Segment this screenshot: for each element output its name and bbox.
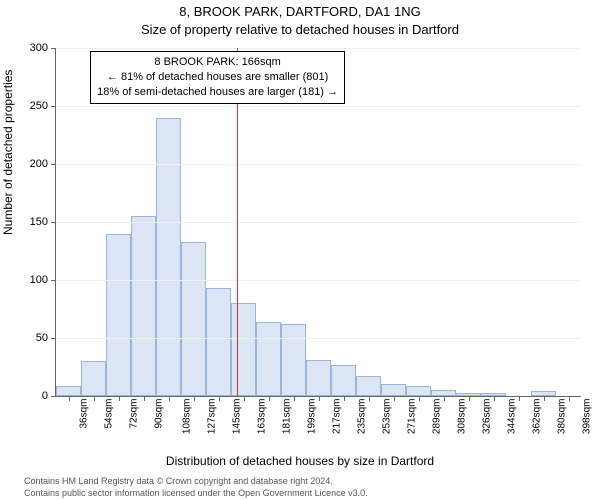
- y-tick-label: 200: [30, 158, 48, 170]
- x-tick: [344, 396, 345, 401]
- x-tick: [219, 396, 220, 401]
- y-tick-label: 150: [30, 216, 48, 228]
- x-tick-label: 253sqm: [381, 399, 392, 435]
- x-tick-label: 199sqm: [306, 399, 317, 435]
- y-tick-label: 250: [30, 100, 48, 112]
- y-tick-label: 50: [36, 332, 48, 344]
- x-tick-label: 54sqm: [103, 399, 114, 429]
- x-tick-label: 380sqm: [556, 399, 567, 435]
- y-tick: [51, 338, 56, 339]
- y-axis-label: Number of detached properties: [1, 70, 15, 235]
- x-tick: [269, 396, 270, 401]
- x-tick-label: 181sqm: [281, 399, 292, 435]
- histogram-bar: [156, 118, 181, 396]
- annotation-box: 8 BROOK PARK: 166sqm← 81% of detached ho…: [90, 51, 345, 104]
- gridline: [56, 280, 581, 281]
- y-tick: [51, 222, 56, 223]
- x-axis-label: Distribution of detached houses by size …: [0, 454, 600, 468]
- y-tick: [51, 280, 56, 281]
- x-tick-label: 235sqm: [356, 399, 367, 435]
- y-tick: [51, 164, 56, 165]
- gridline: [56, 222, 581, 223]
- histogram-bar: [281, 324, 306, 396]
- x-tick: [169, 396, 170, 401]
- y-tick: [51, 106, 56, 107]
- histogram-bar: [181, 242, 206, 396]
- x-tick-label: 398sqm: [581, 399, 592, 435]
- histogram-bar: [406, 386, 431, 396]
- x-tick-label: 127sqm: [206, 399, 217, 435]
- x-tick-label: 36sqm: [78, 399, 89, 429]
- histogram-bar: [231, 303, 256, 396]
- copyright-line-2: Contains public sector information licen…: [24, 488, 368, 498]
- x-tick: [544, 396, 545, 401]
- x-tick-label: 217sqm: [331, 399, 342, 435]
- y-tick-label: 100: [30, 274, 48, 286]
- histogram-bar: [56, 386, 81, 396]
- plot-area: 05010015020025030036sqm54sqm72sqm90sqm10…: [55, 48, 581, 397]
- x-tick: [194, 396, 195, 401]
- x-tick: [94, 396, 95, 401]
- x-tick-label: 289sqm: [431, 399, 442, 435]
- x-tick: [319, 396, 320, 401]
- x-tick: [569, 396, 570, 401]
- chart-container: 8, BROOK PARK, DARTFORD, DA1 1NG Size of…: [0, 0, 600, 500]
- x-tick: [419, 396, 420, 401]
- x-tick-label: 326sqm: [481, 399, 492, 435]
- y-tick-label: 300: [30, 42, 48, 54]
- histogram-bar: [131, 216, 156, 396]
- x-tick: [394, 396, 395, 401]
- x-tick-label: 163sqm: [256, 399, 267, 435]
- y-tick: [51, 48, 56, 49]
- x-tick-label: 271sqm: [406, 399, 417, 435]
- x-tick: [144, 396, 145, 401]
- x-tick: [294, 396, 295, 401]
- x-tick: [369, 396, 370, 401]
- x-tick-label: 72sqm: [128, 399, 139, 429]
- x-tick-label: 308sqm: [456, 399, 467, 435]
- histogram-bar: [381, 384, 406, 396]
- histogram-bar: [256, 322, 281, 396]
- gridline: [56, 106, 581, 107]
- x-tick-label: 362sqm: [531, 399, 542, 435]
- histogram-bar: [106, 234, 131, 396]
- annotation-line: ← 81% of detached houses are smaller (80…: [97, 70, 338, 85]
- x-tick: [69, 396, 70, 401]
- y-tick: [51, 396, 56, 397]
- gridline: [56, 338, 581, 339]
- x-tick: [469, 396, 470, 401]
- x-tick-label: 344sqm: [506, 399, 517, 435]
- copyright-line-1: Contains HM Land Registry data © Crown c…: [24, 476, 333, 486]
- chart-title-main: 8, BROOK PARK, DARTFORD, DA1 1NG: [0, 4, 600, 19]
- x-tick-label: 145sqm: [231, 399, 242, 435]
- x-tick: [244, 396, 245, 401]
- x-tick-label: 90sqm: [153, 399, 164, 429]
- x-tick: [494, 396, 495, 401]
- x-tick: [119, 396, 120, 401]
- chart-title-sub: Size of property relative to detached ho…: [0, 22, 600, 37]
- histogram-bar: [206, 288, 231, 396]
- histogram-bar: [356, 376, 381, 396]
- y-tick-label: 0: [42, 390, 48, 402]
- histogram-bar: [331, 365, 356, 396]
- x-tick: [444, 396, 445, 401]
- annotation-line: 8 BROOK PARK: 166sqm: [97, 55, 338, 70]
- gridline: [56, 48, 581, 49]
- histogram-bar: [306, 360, 331, 396]
- gridline: [56, 164, 581, 165]
- histogram-bar: [81, 361, 106, 396]
- annotation-line: 18% of semi-detached houses are larger (…: [97, 85, 338, 100]
- x-tick-label: 108sqm: [181, 399, 192, 435]
- x-tick: [519, 396, 520, 401]
